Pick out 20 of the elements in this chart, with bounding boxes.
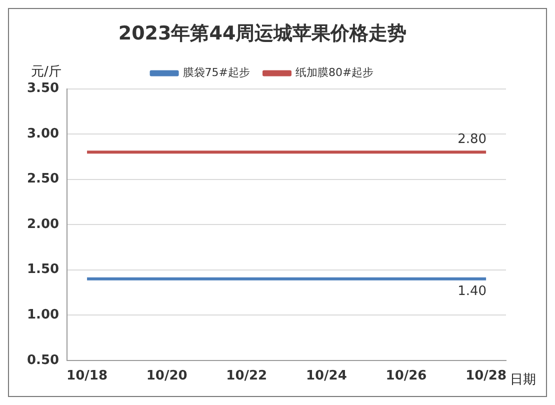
x-tick-label: 10/22: [226, 368, 268, 384]
y-tick-label: 1.00: [26, 308, 60, 323]
y-tick-label: 2.00: [26, 216, 60, 232]
chart-title: 2023年第44周运城苹果价格走势: [118, 22, 407, 44]
x-tick-label: 10/18: [66, 368, 108, 384]
y-tick-label: 3.50: [26, 81, 60, 96]
x-tick-label: 10/24: [306, 368, 347, 384]
legend-label: 膜袋75#起步: [182, 66, 250, 80]
y-axis-title: 元/斤: [31, 64, 62, 80]
data-label: 2.80: [458, 132, 487, 148]
y-tick-label: 0.50: [26, 352, 60, 368]
y-tick-label: 2.50: [26, 172, 60, 187]
data-label: 1.40: [458, 284, 487, 299]
y-tick-label: 3.00: [26, 126, 60, 142]
x-axis-title: 日期: [510, 372, 536, 388]
x-tick-label: 10/28: [466, 368, 507, 384]
x-tick-label: 10/20: [146, 368, 188, 384]
x-tick-label: 10/26: [386, 368, 427, 384]
y-tick-label: 1.50: [26, 262, 60, 278]
legend-label: 纸加膜80#起步: [296, 66, 374, 80]
